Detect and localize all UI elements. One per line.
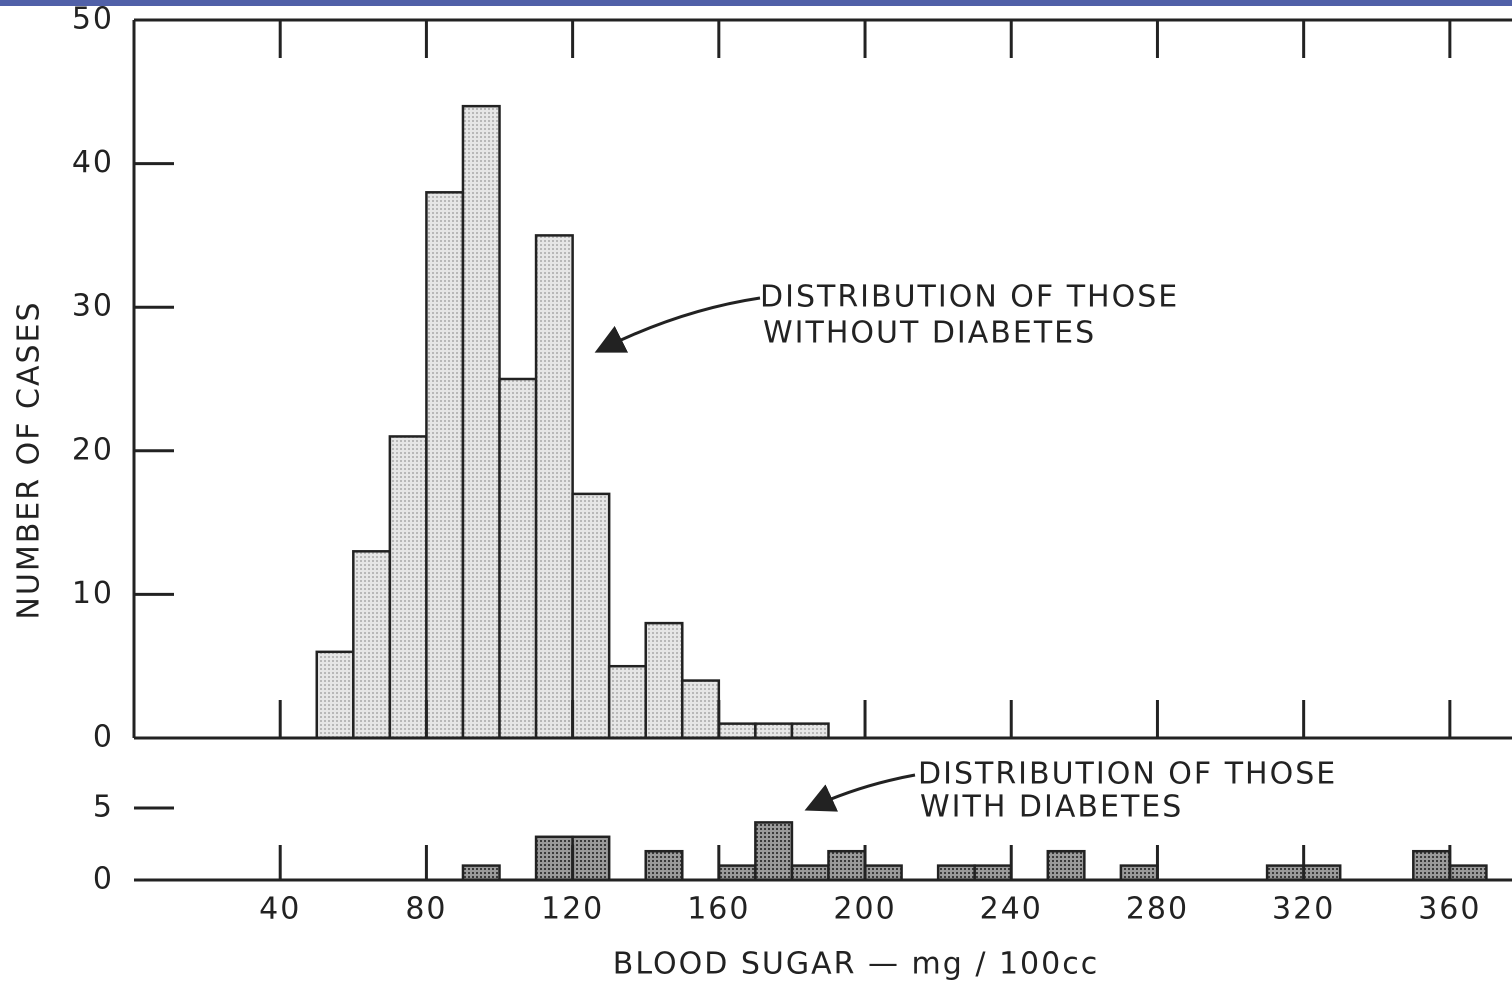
bar — [754, 821, 794, 882]
bar — [425, 191, 465, 740]
bar — [388, 435, 428, 740]
annotation: WITHOUT DIABETES — [763, 316, 1096, 351]
x-tick-label: 240 — [980, 892, 1043, 927]
y-tick-label: 20 — [72, 432, 114, 467]
y-tick-label: 40 — [72, 145, 114, 180]
y-tick-label: 0 — [93, 720, 114, 755]
bar — [571, 835, 611, 882]
bar — [863, 864, 903, 882]
x-tick-label: 200 — [833, 892, 896, 927]
arrow — [594, 296, 761, 353]
bar — [1265, 864, 1305, 882]
bar — [717, 864, 757, 882]
bar — [827, 849, 867, 882]
bar — [936, 864, 976, 882]
x-tick-label: 40 — [259, 892, 301, 927]
bar — [461, 104, 501, 740]
bar — [315, 650, 355, 740]
y-tick-label: 5 — [93, 790, 114, 825]
x-tick-label: 360 — [1418, 892, 1481, 927]
bar — [1119, 864, 1159, 882]
annotation: DISTRIBUTION OF THOSE — [918, 757, 1337, 792]
bar — [644, 621, 684, 740]
x-tick-label: 320 — [1272, 892, 1335, 927]
y-tick-label: 0 — [93, 862, 114, 897]
bar — [571, 492, 611, 740]
bar — [681, 679, 721, 740]
x-tick-label: 160 — [687, 892, 750, 927]
bar — [607, 664, 647, 740]
annotation: WITH DIABETES — [920, 790, 1183, 825]
bar — [973, 864, 1013, 882]
top-band — [0, 0, 1512, 6]
x-tick-label: 120 — [541, 892, 604, 927]
bar — [534, 835, 574, 882]
bar — [717, 722, 757, 740]
x-axis-label: BLOOD SUGAR — mg / 100cc — [613, 947, 1099, 982]
bar — [461, 864, 501, 882]
bar — [1046, 849, 1086, 882]
bar — [754, 722, 794, 740]
bar — [790, 722, 830, 740]
x-tick-label: 80 — [405, 892, 447, 927]
y-tick-label: 50 — [72, 2, 114, 37]
x-tick-label: 280 — [1126, 892, 1189, 927]
annotation: DISTRIBUTION OF THOSE — [760, 280, 1179, 315]
bar — [1302, 864, 1342, 882]
y-tick-label: 30 — [72, 289, 114, 324]
bar — [534, 234, 574, 740]
y-axis-label: NUMBER OF CASES — [12, 300, 47, 619]
arrow — [804, 773, 916, 812]
y-tick-label: 10 — [72, 576, 114, 611]
bar — [498, 377, 538, 740]
bar — [790, 864, 830, 882]
bar — [644, 849, 684, 882]
bar — [1412, 849, 1452, 882]
bar — [352, 550, 392, 740]
bar — [1448, 864, 1488, 882]
